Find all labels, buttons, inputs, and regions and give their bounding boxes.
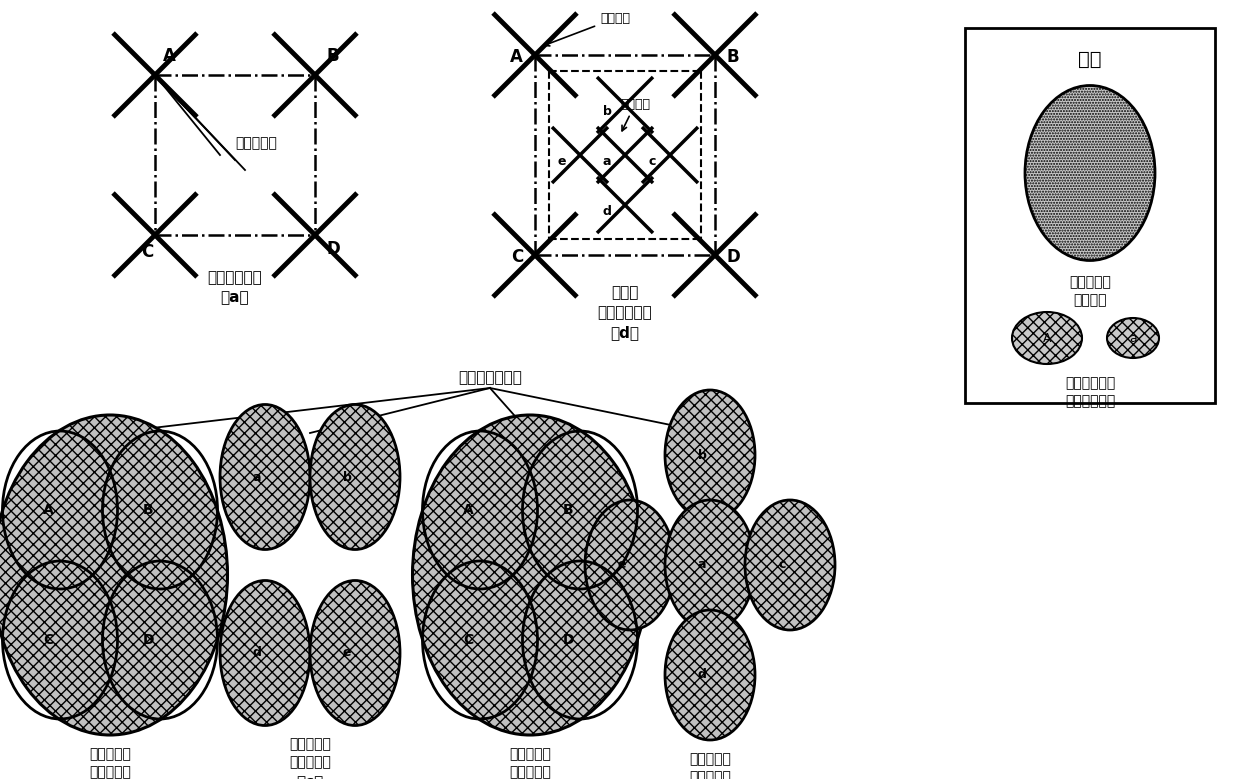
Text: A: A [42, 503, 53, 517]
Ellipse shape [585, 500, 675, 630]
Text: C: C [463, 633, 474, 647]
Text: 要求的覆盖区域: 要求的覆盖区域 [458, 371, 522, 386]
Text: 覆盖区示意: 覆盖区示意 [510, 765, 551, 779]
Text: 馈源阵中单元: 馈源阵中单元 [1065, 376, 1115, 390]
Text: 低频段波束: 低频段波束 [89, 747, 131, 761]
Text: （a）: （a） [221, 290, 249, 305]
Text: a: a [1130, 332, 1137, 344]
Ellipse shape [665, 500, 755, 630]
Text: 波束覆盖区域: 波束覆盖区域 [1065, 394, 1115, 408]
Ellipse shape [665, 390, 755, 520]
Text: （c）: （c） [296, 776, 324, 779]
Text: B: B [143, 503, 154, 517]
Text: B: B [327, 47, 340, 65]
Ellipse shape [219, 404, 310, 549]
Text: a: a [603, 154, 611, 167]
Ellipse shape [0, 415, 227, 735]
Text: D: D [327, 240, 341, 258]
Ellipse shape [1107, 318, 1159, 358]
Text: 平面阵列方式: 平面阵列方式 [207, 270, 263, 285]
Ellipse shape [310, 580, 401, 725]
Text: 分频段: 分频段 [611, 285, 639, 300]
Text: D: D [143, 633, 154, 647]
Text: B: B [727, 48, 739, 66]
Text: e: e [558, 154, 567, 167]
Text: 覆盖区示意: 覆盖区示意 [689, 770, 730, 779]
Text: e: e [342, 647, 351, 660]
Ellipse shape [310, 404, 401, 549]
Text: 立体阵列方式: 立体阵列方式 [598, 305, 652, 320]
Text: D: D [727, 248, 740, 266]
Text: a: a [253, 471, 262, 484]
Ellipse shape [1012, 312, 1083, 364]
Text: d: d [698, 668, 707, 682]
Text: d: d [603, 205, 611, 217]
Text: 覆盖区示意: 覆盖区示意 [289, 756, 331, 770]
Text: b: b [603, 104, 611, 118]
Text: c: c [779, 559, 786, 572]
Text: 覆盖区示意: 覆盖区示意 [89, 765, 131, 779]
Text: A: A [463, 503, 474, 517]
Text: A: A [162, 47, 176, 65]
Text: 高频段波束: 高频段波束 [289, 738, 331, 752]
Text: 高频单元: 高频单元 [620, 98, 650, 131]
Text: C: C [43, 633, 53, 647]
Text: B: B [563, 503, 573, 517]
Text: e: e [618, 559, 626, 572]
Ellipse shape [413, 415, 647, 735]
Text: 图示: 图示 [1079, 50, 1102, 69]
Text: b: b [342, 471, 351, 484]
Text: b: b [698, 449, 707, 461]
Text: D: D [562, 633, 574, 647]
Ellipse shape [665, 610, 755, 740]
Text: （d）: （d） [610, 325, 640, 340]
Text: a: a [698, 559, 707, 572]
Text: c: c [649, 154, 656, 167]
Text: C: C [141, 243, 153, 261]
Ellipse shape [745, 500, 835, 630]
Text: A: A [1043, 332, 1052, 344]
FancyBboxPatch shape [965, 28, 1215, 403]
Text: 低频段波束: 低频段波束 [510, 747, 551, 761]
Ellipse shape [219, 580, 310, 725]
Text: A: A [510, 48, 523, 66]
Text: 覆盖区域: 覆盖区域 [1074, 294, 1107, 308]
Text: 高频段波束: 高频段波束 [689, 752, 730, 766]
Text: 低频单元: 低频单元 [544, 12, 630, 46]
Text: 全频率单元: 全频率单元 [236, 136, 277, 150]
Text: C: C [511, 248, 523, 266]
Ellipse shape [1025, 86, 1154, 260]
Text: d: d [253, 647, 262, 660]
Text: 要求的波束: 要求的波束 [1069, 276, 1111, 290]
